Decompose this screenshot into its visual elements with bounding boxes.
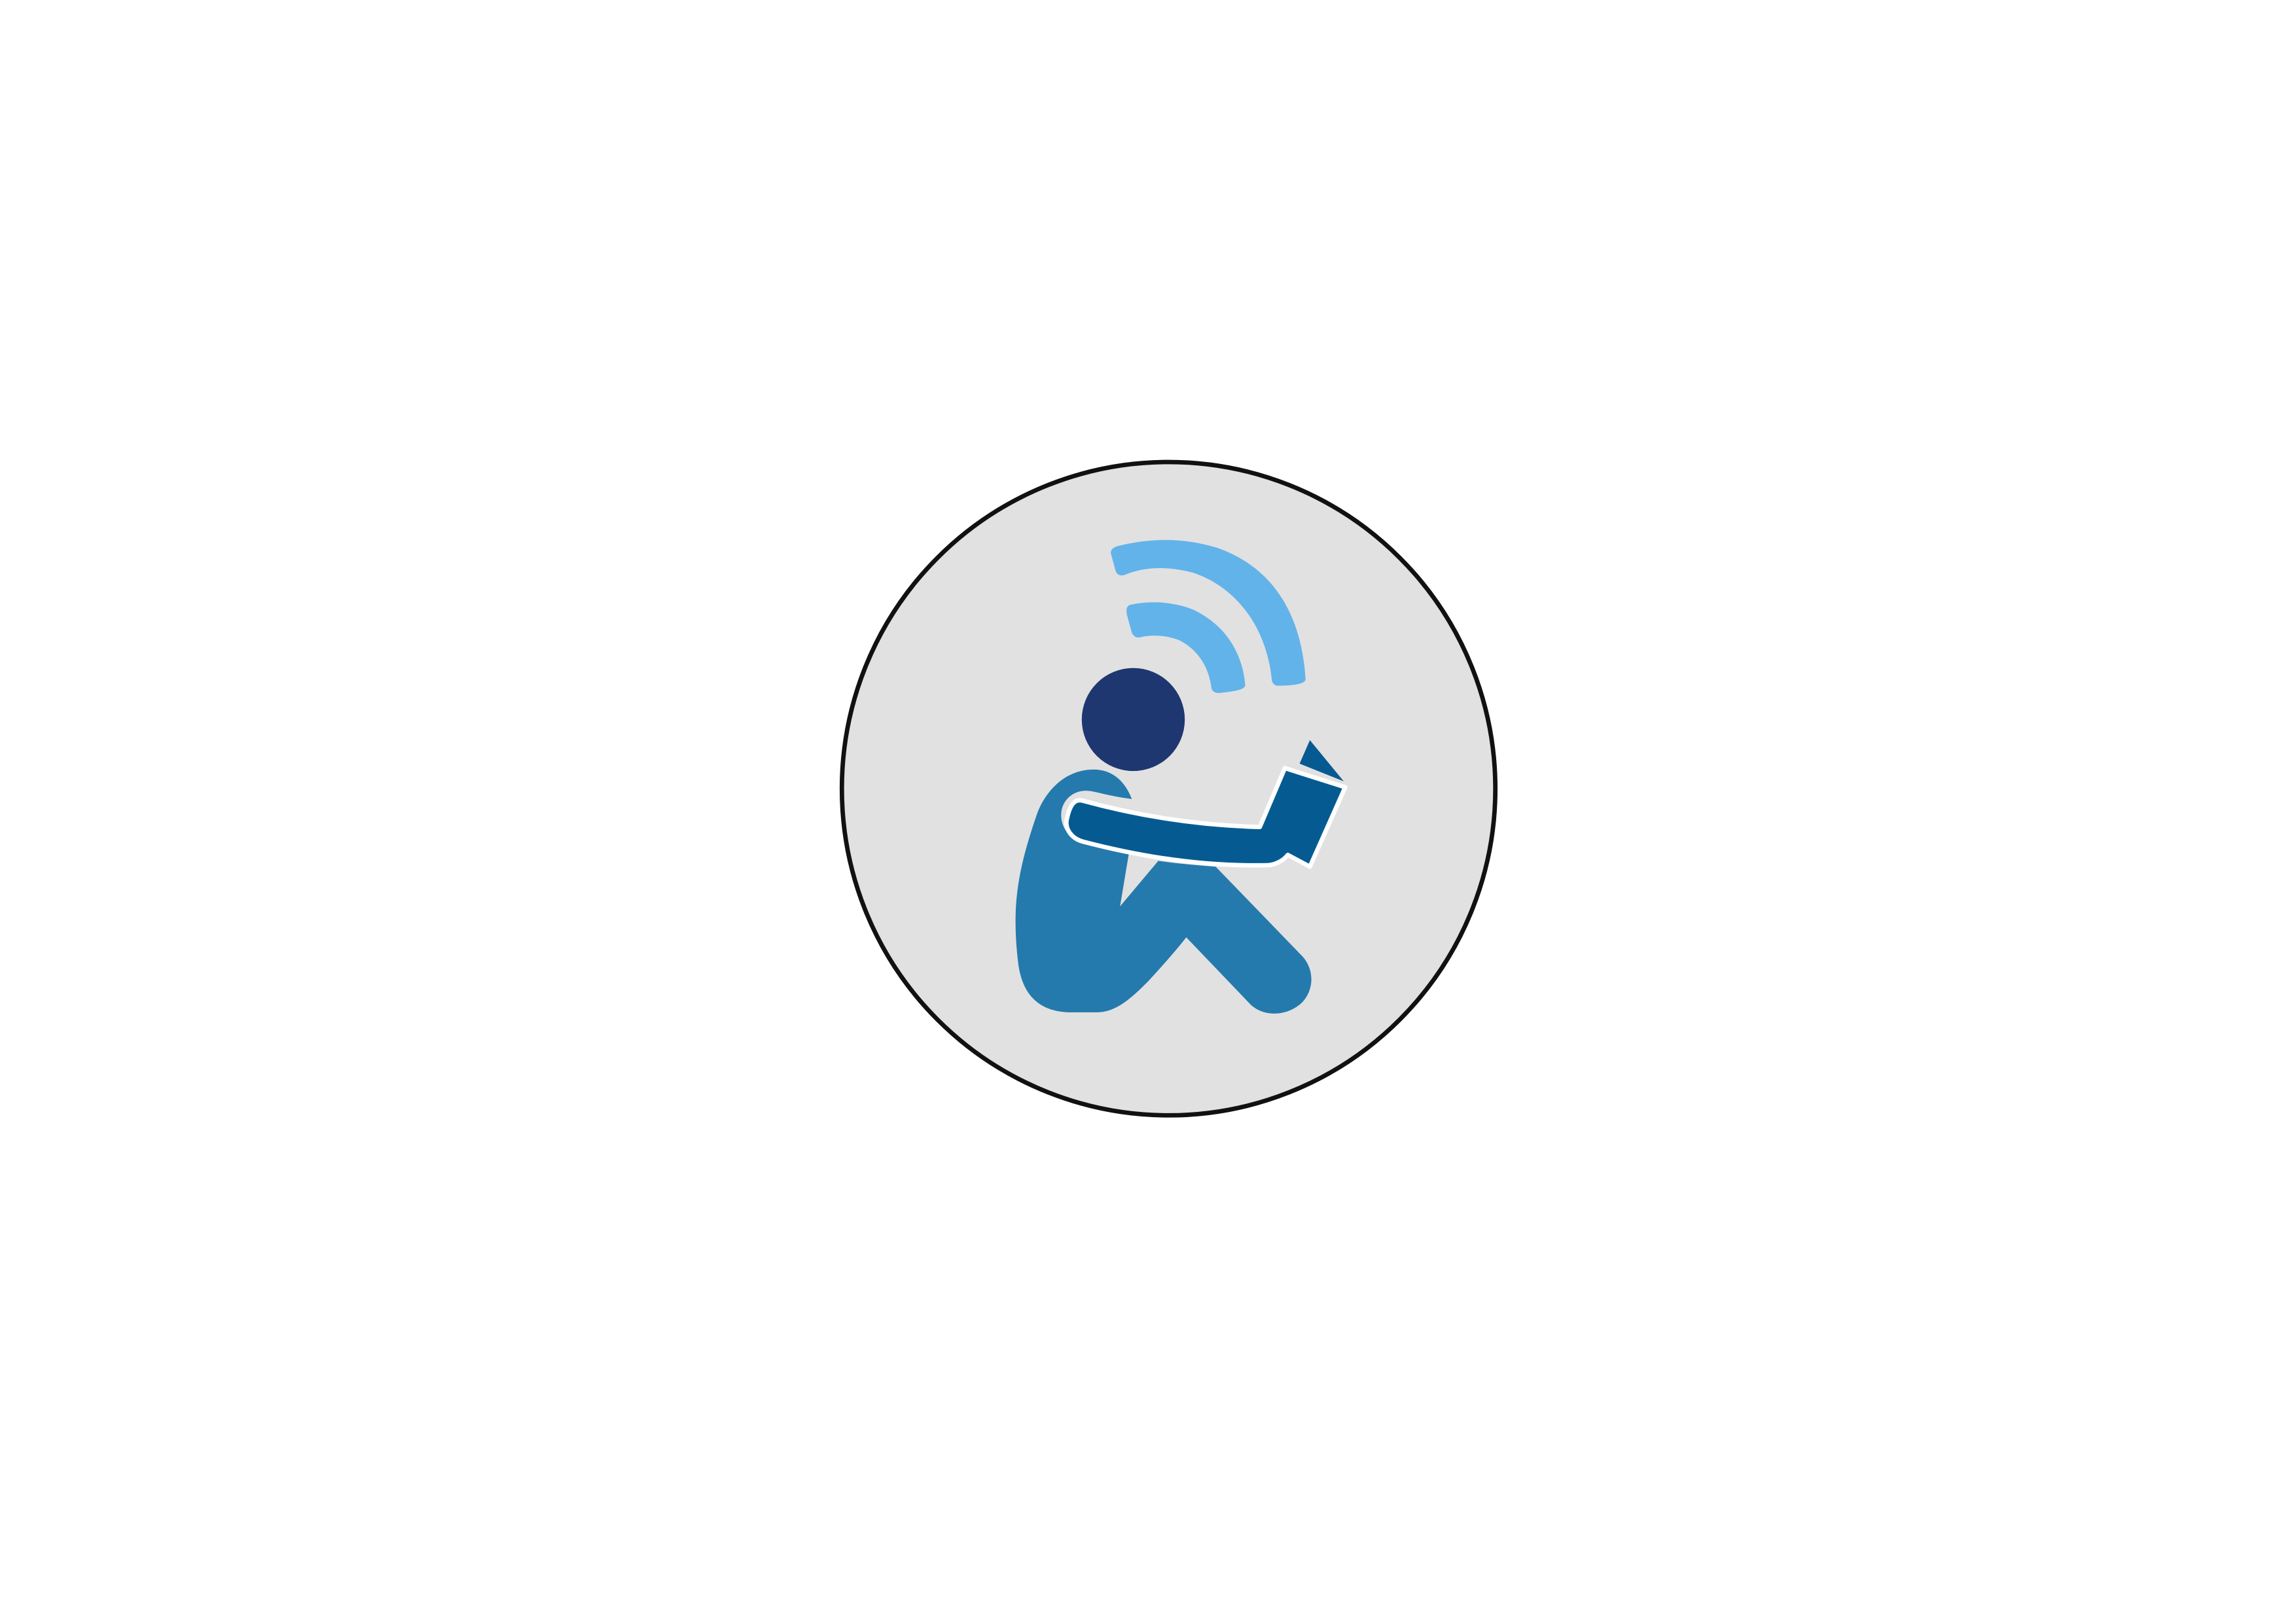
head-icon	[1081, 668, 1185, 772]
badge-circle	[839, 459, 1498, 1118]
book-page-flap	[1299, 740, 1344, 781]
arm-shape	[1064, 766, 1348, 869]
outer-wave	[1111, 540, 1306, 686]
body-icon	[1015, 769, 1312, 1014]
inner-wave	[1126, 602, 1246, 694]
sound-waves-icon	[1111, 540, 1306, 694]
book-icon	[1064, 740, 1348, 869]
